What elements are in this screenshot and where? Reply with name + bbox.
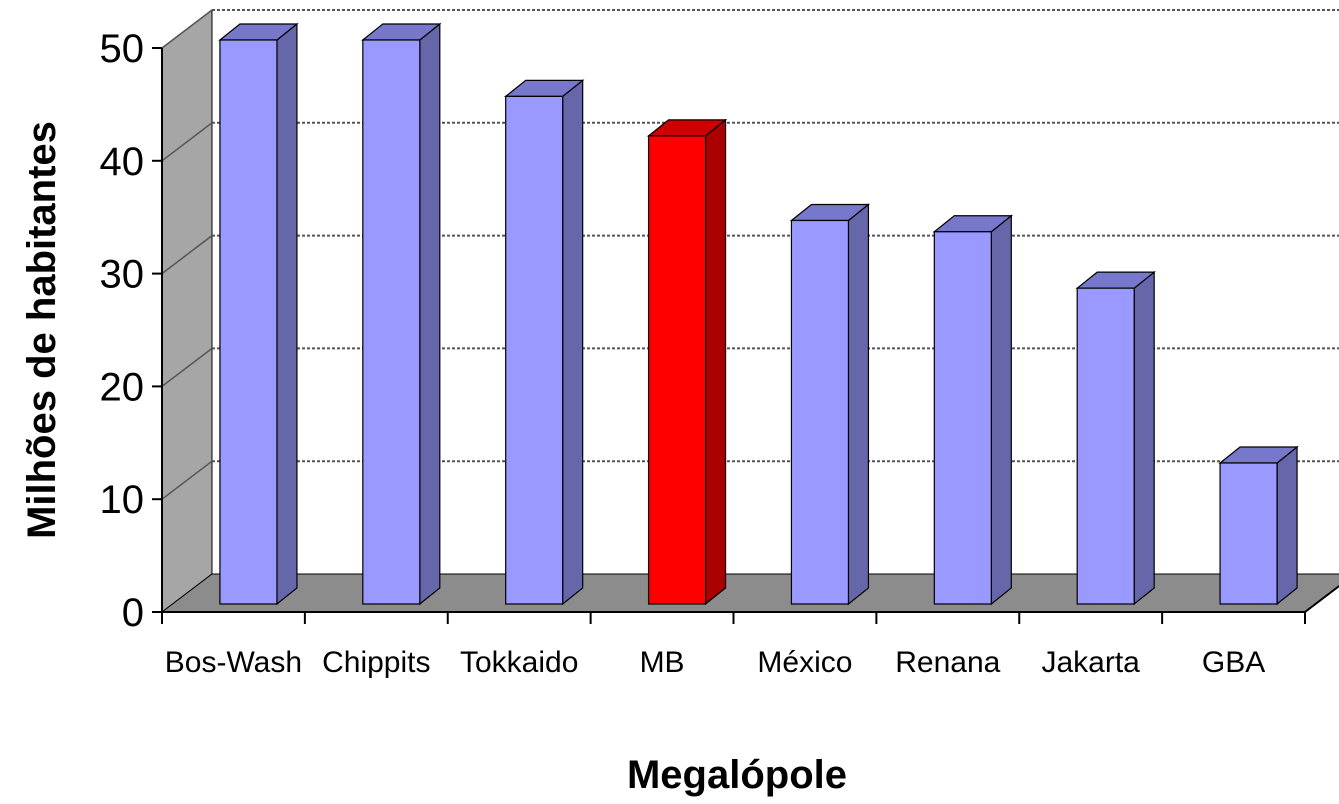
- x-tick-label: Bos-Wash: [165, 646, 302, 679]
- bar-0: [218, 22, 299, 606]
- bar-side: [990, 214, 1012, 606]
- floor-edge: [1304, 584, 1339, 613]
- bar-7: [1218, 445, 1299, 606]
- x-tick-label: GBA: [1202, 646, 1265, 679]
- bar-side: [704, 118, 727, 606]
- gridlines: [161, 9, 1339, 500]
- bar-4: [789, 203, 871, 606]
- bar-side: [1133, 270, 1155, 606]
- bar-front: [505, 95, 564, 605]
- wall-gridline: [161, 347, 213, 387]
- bar-side: [847, 203, 870, 606]
- bar-front: [362, 39, 421, 605]
- x-tick-label: MB: [640, 646, 685, 679]
- bar-side: [419, 22, 441, 606]
- bar-1: [361, 22, 442, 606]
- bar-side: [276, 22, 298, 606]
- bar-side: [1276, 445, 1298, 606]
- x-tick-labels: Bos-Wash Chippits Tokkaido MB México Renana Ja…: [165, 646, 1265, 679]
- bar-2: [503, 79, 585, 606]
- left-wall: [161, 8, 213, 614]
- x-tick-label: México: [757, 646, 852, 679]
- plot-backdrop: [160, 8, 1339, 614]
- wall-gridline: [161, 9, 213, 49]
- bar-front: [790, 219, 850, 605]
- x-tick-label: Chippits: [322, 646, 430, 679]
- y-tick-labels: 0 10 20 30 40 50: [100, 27, 145, 635]
- y-tick-label: 30: [100, 253, 145, 297]
- x-tick-label: Jakarta: [1041, 646, 1140, 679]
- bar-front: [1076, 287, 1135, 605]
- floor: [160, 573, 1339, 613]
- x-tick-label: Renana: [895, 646, 1000, 679]
- x-axis-title: Megalópole: [627, 753, 847, 797]
- axes: [152, 47, 1339, 624]
- y-tick-label: 10: [100, 478, 145, 522]
- x-tick-label: Tokkaido: [460, 646, 578, 679]
- bar-3: [646, 118, 728, 606]
- y-tick-label: 20: [100, 365, 145, 409]
- bar-front: [219, 39, 278, 605]
- wall-gridline: [161, 235, 213, 275]
- bars: [218, 22, 1299, 606]
- y-axis-title: Milhões de habitantes: [20, 121, 64, 539]
- y-tick-label: 0: [122, 591, 144, 635]
- y-tick-label: 40: [100, 140, 145, 184]
- bar-side: [562, 79, 584, 606]
- y-tick-label: 50: [100, 27, 145, 71]
- wall-gridline: [161, 460, 213, 500]
- bar-front: [647, 135, 707, 605]
- bar-6: [1075, 270, 1156, 606]
- wall-gridline: [161, 122, 213, 162]
- bar-5: [932, 214, 1014, 606]
- bar-front: [933, 231, 992, 605]
- bar-front: [1219, 462, 1278, 605]
